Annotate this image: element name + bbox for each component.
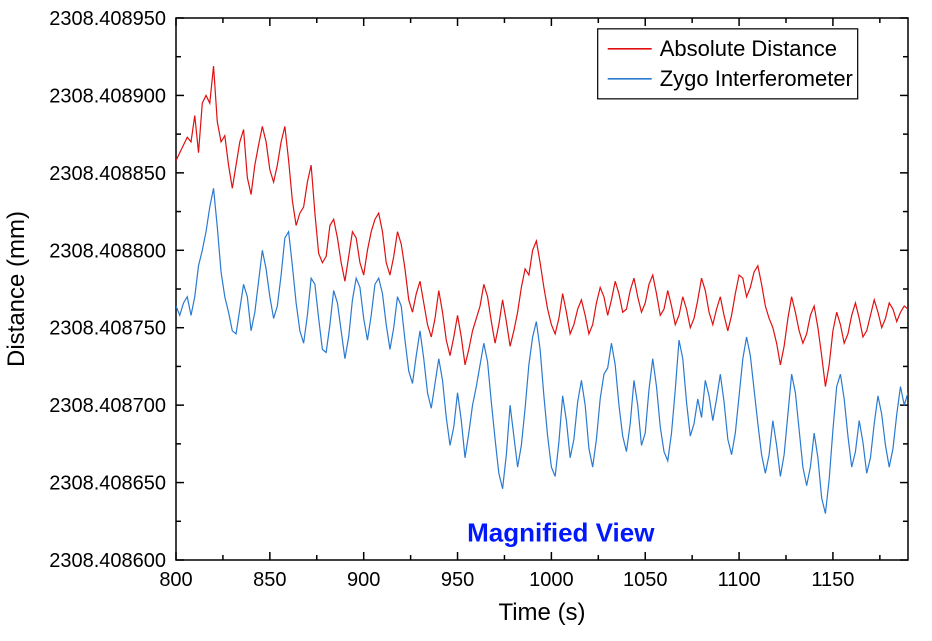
- series-absolute-distance: [176, 66, 908, 387]
- legend-label: Zygo Interferometer: [660, 66, 853, 91]
- chart-svg: 800 850 900 950 1000 1050 1100 1150 2308.408600 2…: [0, 0, 932, 636]
- ytick-label: 2308.408850: [49, 163, 166, 185]
- xtick-label: 950: [441, 569, 474, 591]
- xtick-label: 900: [347, 569, 380, 591]
- ytick-label: 2308.408700: [49, 395, 166, 417]
- xtick-label: 1000: [529, 569, 574, 591]
- chart-container: 800 850 900 950 1000 1050 1100 1150 2308.408600 2…: [0, 0, 932, 636]
- annotation-magnified-view: Magnified View: [467, 517, 655, 547]
- ytick-label: 2308.408600: [49, 550, 166, 572]
- ytick-label: 2308.408650: [49, 473, 166, 495]
- series-zygo-interferometer: [176, 188, 908, 513]
- legend-label: Absolute Distance: [660, 36, 837, 61]
- ytick-label: 2308.408950: [49, 8, 166, 30]
- x-axis-label: Time (s): [498, 599, 585, 626]
- xtick-label: 1150: [811, 569, 854, 591]
- ytick-label: 2308.408800: [49, 240, 166, 262]
- y-axis-label: Distance (mm): [3, 211, 30, 367]
- xtick-label: 1100: [718, 569, 761, 591]
- ytick-label: 2308.408900: [49, 85, 166, 107]
- xtick-label: 850: [253, 569, 286, 591]
- xtick-label: 800: [159, 569, 192, 591]
- ytick-label: 2308.408750: [49, 318, 166, 340]
- xtick-label: 1050: [623, 569, 668, 591]
